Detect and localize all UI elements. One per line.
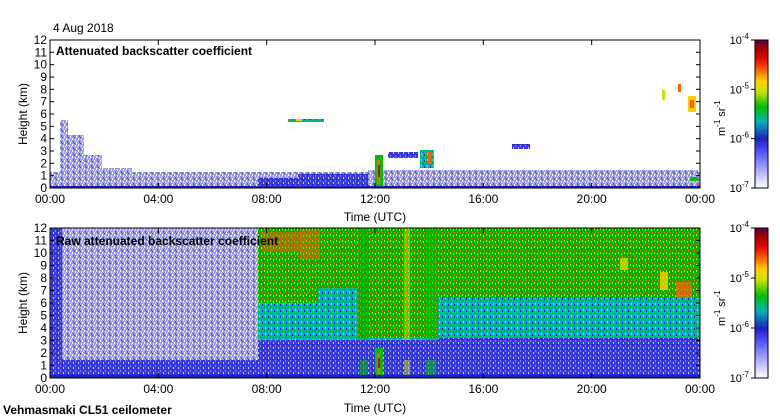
colorbar-tick-label: 10-7	[730, 370, 750, 385]
y-tick-label: 4	[40, 321, 47, 335]
unit-exp2: -1	[713, 100, 722, 108]
y-tick-label: 9	[40, 259, 47, 273]
colorbar: 10-710-610-510-4 m-1sr-1	[713, 220, 769, 385]
x-tick-label: 12:00	[360, 382, 390, 396]
colorbar-unit-label: m-1sr-1	[713, 290, 728, 326]
panel-title: Raw attenuated backscatter coefficient	[56, 234, 278, 248]
heatmap-field	[50, 40, 700, 188]
y-tick-label: 10	[34, 246, 48, 260]
x-axis-label: Time (UTC)	[344, 210, 406, 224]
colorbar-tick-label: 10-4	[730, 220, 750, 235]
footer-label: Vehmasmaki CL51 ceilometer	[3, 403, 172, 417]
panel-raw-attenuated-backscatter: Raw attenuated backscatter coefficient 0…	[16, 220, 769, 415]
y-tick-label: 12	[34, 33, 48, 47]
x-tick-label: 20:00	[577, 192, 607, 206]
colorbar-tick-label: 10-6	[730, 131, 750, 146]
y-tick-label: 5	[40, 309, 47, 323]
unit-exp2: -1	[713, 290, 722, 298]
unit-main: m	[716, 317, 728, 326]
colorbar: 10-710-610-510-4 m-1sr-1	[713, 32, 769, 195]
heatmap-field	[50, 228, 700, 378]
x-axis: 00:00 04:00 08:00 12:00 16:00 20:00 00:00	[35, 40, 715, 206]
unit-mid: sr	[716, 297, 728, 307]
panel-title: Attenuated backscatter coefficient	[56, 44, 252, 58]
colorbar-tick-label: 10-6	[730, 320, 750, 335]
panel-attenuated-backscatter: Attenuated backscatter coefficient 01234…	[16, 32, 769, 224]
date-label: 4 Aug 2018	[53, 21, 114, 35]
colorbar-ticks: 10-7 10-6 10-5 10-4	[730, 220, 755, 385]
x-tick-label: 08:00	[252, 192, 282, 206]
y-tick-label: 10	[34, 58, 48, 72]
y-tick-label: 7	[40, 284, 47, 298]
y-tick-label: 9	[40, 70, 47, 84]
colorbar-ticks: 10-7 10-6 10-5 10-4	[730, 32, 755, 195]
y-tick-label: 8	[40, 82, 47, 96]
colorbar-tick-label: 10-4	[730, 32, 750, 47]
y-tick-label: 3	[40, 334, 47, 348]
x-axis-label: Time (UTC)	[344, 401, 406, 415]
unit-main: m	[716, 127, 728, 136]
y-tick-label: 2	[40, 346, 47, 360]
y-tick-label: 2	[40, 156, 47, 170]
x-tick-label: 16:00	[468, 192, 498, 206]
colorbar-unit-label: m-1sr-1	[713, 100, 728, 136]
x-tick-label: 04:00	[143, 192, 173, 206]
x-tick-label: 16:00	[468, 382, 498, 396]
colorbar-tick-label: 10-5	[730, 270, 750, 285]
y-tick-label: 3	[40, 144, 47, 158]
x-tick-label: 00:00	[35, 382, 65, 396]
y-tick-label: 4	[40, 132, 47, 146]
y-axis-label: Height (km)	[16, 83, 30, 145]
x-tick-label: 00:00	[685, 192, 715, 206]
unit-exp1: -1	[713, 119, 722, 127]
y-tick-label: 12	[34, 221, 48, 235]
y-tick-label: 8	[40, 271, 47, 285]
y-tick-label: 11	[35, 234, 48, 248]
x-tick-label: 04:00	[143, 382, 173, 396]
x-axis: 00:00 04:00 08:00 12:00 16:00 20:00 00:00	[35, 228, 715, 396]
y-tick-label: 1	[40, 169, 47, 183]
x-tick-label: 12:00	[360, 192, 390, 206]
y-tick-label: 1	[40, 359, 47, 373]
colorbar-tick-label: 10-5	[730, 81, 750, 96]
y-tick-label: 6	[40, 107, 47, 121]
y-tick-label: 0	[40, 371, 47, 385]
x-tick-label: 00:00	[685, 382, 715, 396]
y-tick-label: 5	[40, 119, 47, 133]
y-tick-label: 11	[35, 45, 48, 59]
x-tick-label: 08:00	[252, 382, 282, 396]
unit-exp1: -1	[713, 309, 722, 317]
y-axis-label: Height (km)	[16, 272, 30, 334]
y-tick-label: 7	[40, 95, 47, 109]
colorbar-gradient	[754, 39, 769, 189]
colorbar-gradient	[754, 227, 769, 379]
unit-mid: sr	[716, 107, 728, 117]
x-tick-label: 20:00	[577, 382, 607, 396]
colorbar-tick-label: 10-7	[730, 180, 750, 195]
x-tick-label: 00:00	[35, 192, 65, 206]
y-tick-label: 6	[40, 296, 47, 310]
y-tick-label: 0	[40, 181, 47, 195]
